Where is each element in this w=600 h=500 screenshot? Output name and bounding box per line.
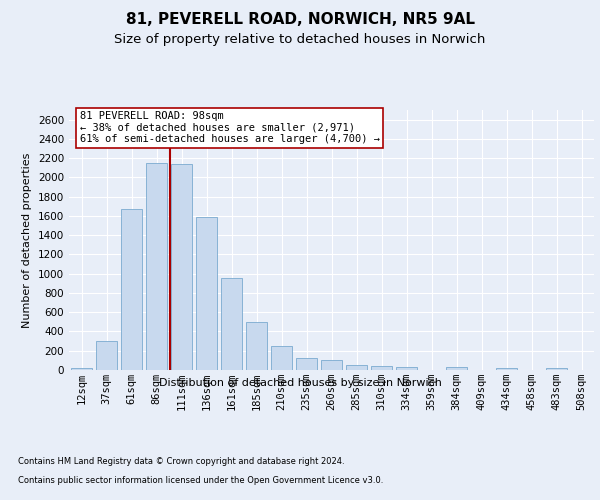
Bar [496,368,517,370]
Bar [346,365,367,370]
Bar [146,163,167,370]
Bar [96,341,117,370]
Text: Contains public sector information licensed under the Open Government Licence v3: Contains public sector information licen… [18,476,383,485]
Bar [71,368,92,370]
Bar [246,322,267,370]
Bar [221,278,242,370]
Text: Contains HM Land Registry data © Crown copyright and database right 2024.: Contains HM Land Registry data © Crown c… [18,458,344,466]
Bar [396,367,417,370]
Bar [446,366,467,370]
Bar [171,164,192,370]
Text: 81 PEVERELL ROAD: 98sqm
← 38% of detached houses are smaller (2,971)
61% of semi: 81 PEVERELL ROAD: 98sqm ← 38% of detache… [79,112,380,144]
Bar [546,368,567,370]
Text: 81, PEVERELL ROAD, NORWICH, NR5 9AL: 81, PEVERELL ROAD, NORWICH, NR5 9AL [125,12,475,28]
Text: Distribution of detached houses by size in Norwich: Distribution of detached houses by size … [158,378,442,388]
Bar [121,209,142,370]
Text: Size of property relative to detached houses in Norwich: Size of property relative to detached ho… [115,32,485,46]
Bar [271,346,292,370]
Bar [296,358,317,370]
Bar [371,366,392,370]
Bar [321,360,342,370]
Y-axis label: Number of detached properties: Number of detached properties [22,152,32,328]
Bar [196,217,217,370]
